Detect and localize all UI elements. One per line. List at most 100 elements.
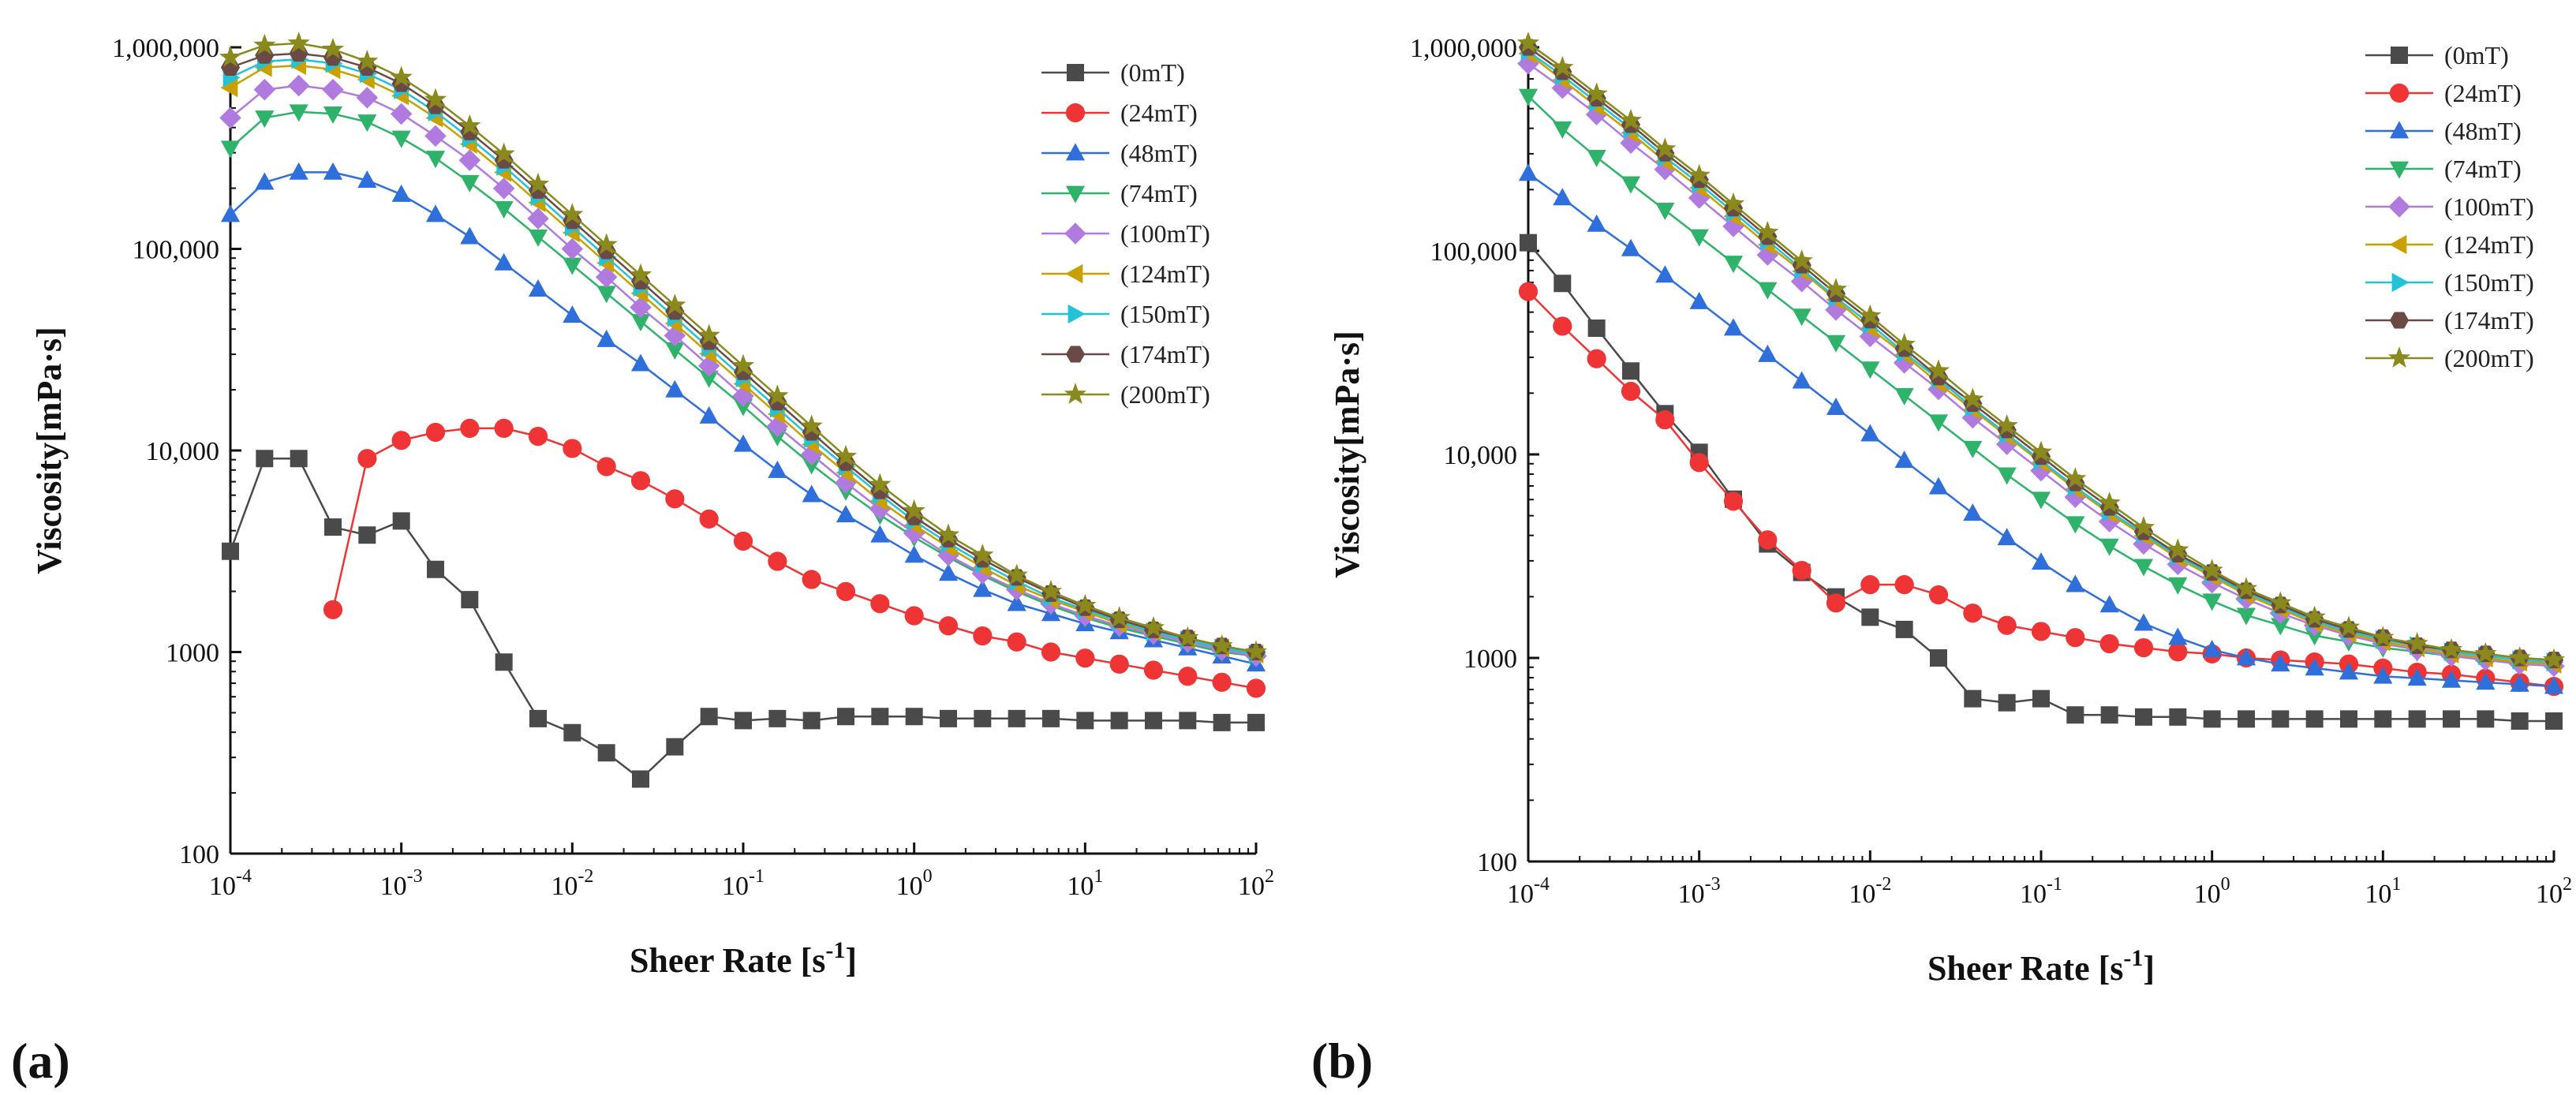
data-point <box>2340 710 2357 728</box>
data-point <box>563 212 582 230</box>
series-line <box>230 171 1257 666</box>
data-point <box>768 460 787 478</box>
data-point <box>938 616 959 636</box>
legend-label: (100mT) <box>2444 192 2534 221</box>
legend-label: (0mT) <box>1120 58 1185 87</box>
data-point <box>2031 622 2051 641</box>
legend: (0mT) (24mT) (48mT) (74mT) (100mT) (124mT) (15… <box>1041 58 1210 409</box>
data-point <box>1826 334 1846 353</box>
data-point <box>2133 613 2154 631</box>
data-point <box>1758 530 1778 550</box>
data-point <box>2443 710 2460 728</box>
data-point <box>2066 628 2085 648</box>
data-point <box>1553 316 1572 336</box>
data-point <box>1247 713 1265 731</box>
data-point <box>2476 672 2496 690</box>
data-point <box>2372 626 2395 648</box>
data-point <box>2132 516 2155 537</box>
data-point <box>2510 674 2529 692</box>
data-point <box>2373 666 2393 684</box>
data-point <box>1179 712 1197 730</box>
data-point <box>665 303 685 320</box>
legend-label: (24mT) <box>1120 99 1198 127</box>
data-point <box>802 457 821 475</box>
data-point <box>1007 593 1026 611</box>
data-point <box>2440 637 2463 660</box>
data-point <box>1622 362 1639 380</box>
data-point <box>1756 220 1779 242</box>
data-point <box>2407 668 2427 686</box>
data-point <box>697 323 720 346</box>
data-point <box>1758 344 1778 362</box>
data-point <box>2169 708 2187 726</box>
data-point <box>1961 387 1984 409</box>
data-point <box>766 384 789 405</box>
panel-label: (a) <box>11 1033 70 1089</box>
data-point <box>1655 203 1675 221</box>
data-point <box>2203 710 2221 728</box>
series-200mT <box>219 32 1268 662</box>
data-point <box>321 37 345 59</box>
data-point <box>2271 618 2290 636</box>
data-point <box>1928 476 1949 495</box>
series-0mT <box>1520 234 2563 730</box>
x-tick-label: 10-1 <box>2020 874 2062 909</box>
data-point <box>1826 398 1846 416</box>
data-point <box>2029 440 2053 462</box>
data-point <box>630 471 651 491</box>
data-point <box>700 708 718 726</box>
legend-label: (174mT) <box>2444 306 2534 334</box>
data-point <box>1520 234 1537 252</box>
data-point <box>2031 552 2051 570</box>
data-point <box>2408 710 2426 728</box>
data-point <box>834 444 858 466</box>
legend-marker <box>2387 346 2411 368</box>
data-point <box>937 523 960 545</box>
data-point <box>1553 275 1572 293</box>
x-tick-label: 102 <box>1238 866 1274 901</box>
data-point <box>1553 188 1572 206</box>
series-174mT <box>1518 39 2564 669</box>
data-point <box>1826 593 1846 613</box>
y-tick-label: 100 <box>1477 848 1517 877</box>
data-point <box>253 78 276 101</box>
series-48mT <box>1518 163 2564 694</box>
data-point <box>630 296 652 319</box>
series-24mT <box>1518 282 2564 697</box>
data-point <box>1551 55 1574 77</box>
data-point <box>1587 320 1606 338</box>
data-point <box>1895 620 1913 638</box>
data-point <box>1997 528 2017 546</box>
series-74mT <box>1518 88 2564 675</box>
data-point <box>836 505 856 523</box>
data-point <box>2511 712 2529 730</box>
data-point <box>2508 646 2531 667</box>
data-point <box>1723 491 1744 511</box>
data-point <box>2406 632 2428 653</box>
data-point <box>2234 577 2258 599</box>
data-point <box>1005 563 1028 585</box>
data-point <box>2133 638 2154 658</box>
data-point <box>1516 32 1540 53</box>
data-point <box>1928 585 1949 605</box>
data-point <box>2544 676 2564 694</box>
x-tick-label: 10-3 <box>380 866 423 901</box>
legend-marker <box>1065 143 1086 161</box>
data-point <box>1109 654 1129 674</box>
data-point <box>2098 491 2121 513</box>
series-24mT <box>323 418 1266 698</box>
data-point <box>460 123 480 140</box>
y-tick-label: 10,000 <box>1444 441 1518 470</box>
data-point <box>2168 577 2188 595</box>
y-axis-title: Viscosity[mPa·s] <box>1328 331 1367 578</box>
data-point <box>561 237 584 260</box>
data-point <box>2542 648 2566 670</box>
data-point <box>2474 642 2497 663</box>
data-point <box>323 162 343 180</box>
data-point <box>495 653 513 671</box>
data-point <box>1587 149 1606 167</box>
legend-marker <box>1065 103 1086 123</box>
data-point <box>2337 615 2361 637</box>
series-200mT <box>1516 32 2566 670</box>
legend-marker <box>1065 185 1086 204</box>
